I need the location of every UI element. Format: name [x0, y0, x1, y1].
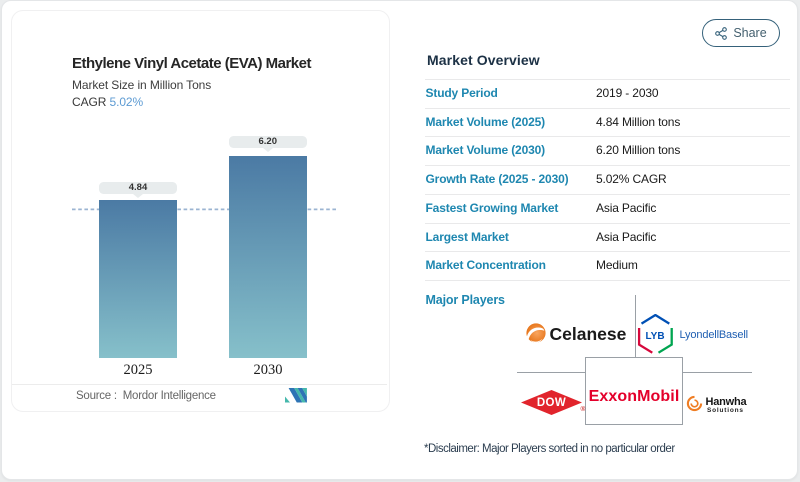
svg-text:DOW: DOW	[537, 397, 566, 409]
